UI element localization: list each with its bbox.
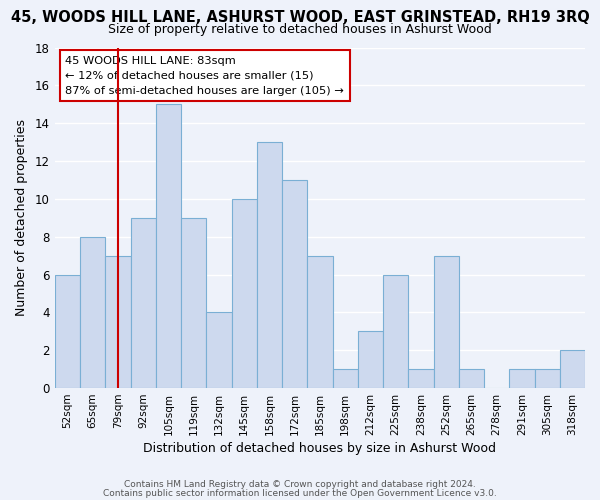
Bar [332,369,358,388]
Bar [181,218,206,388]
Bar [434,256,459,388]
Text: 45 WOODS HILL LANE: 83sqm
← 12% of detached houses are smaller (15)
87% of semi-: 45 WOODS HILL LANE: 83sqm ← 12% of detac… [65,56,344,96]
Bar [206,312,232,388]
Bar [80,236,106,388]
Bar [560,350,585,388]
Bar [459,369,484,388]
Bar [408,369,434,388]
Text: Contains HM Land Registry data © Crown copyright and database right 2024.: Contains HM Land Registry data © Crown c… [124,480,476,489]
Text: 45, WOODS HILL LANE, ASHURST WOOD, EAST GRINSTEAD, RH19 3RQ: 45, WOODS HILL LANE, ASHURST WOOD, EAST … [11,10,589,25]
Bar [55,274,80,388]
Y-axis label: Number of detached properties: Number of detached properties [15,120,28,316]
Bar [535,369,560,388]
Bar [282,180,307,388]
Bar [358,332,383,388]
Text: Contains public sector information licensed under the Open Government Licence v3: Contains public sector information licen… [103,488,497,498]
X-axis label: Distribution of detached houses by size in Ashurst Wood: Distribution of detached houses by size … [143,442,496,455]
Bar [156,104,181,388]
Bar [383,274,408,388]
Bar [257,142,282,388]
Text: Size of property relative to detached houses in Ashurst Wood: Size of property relative to detached ho… [108,22,492,36]
Bar [307,256,332,388]
Bar [509,369,535,388]
Bar [131,218,156,388]
Bar [106,256,131,388]
Bar [232,199,257,388]
